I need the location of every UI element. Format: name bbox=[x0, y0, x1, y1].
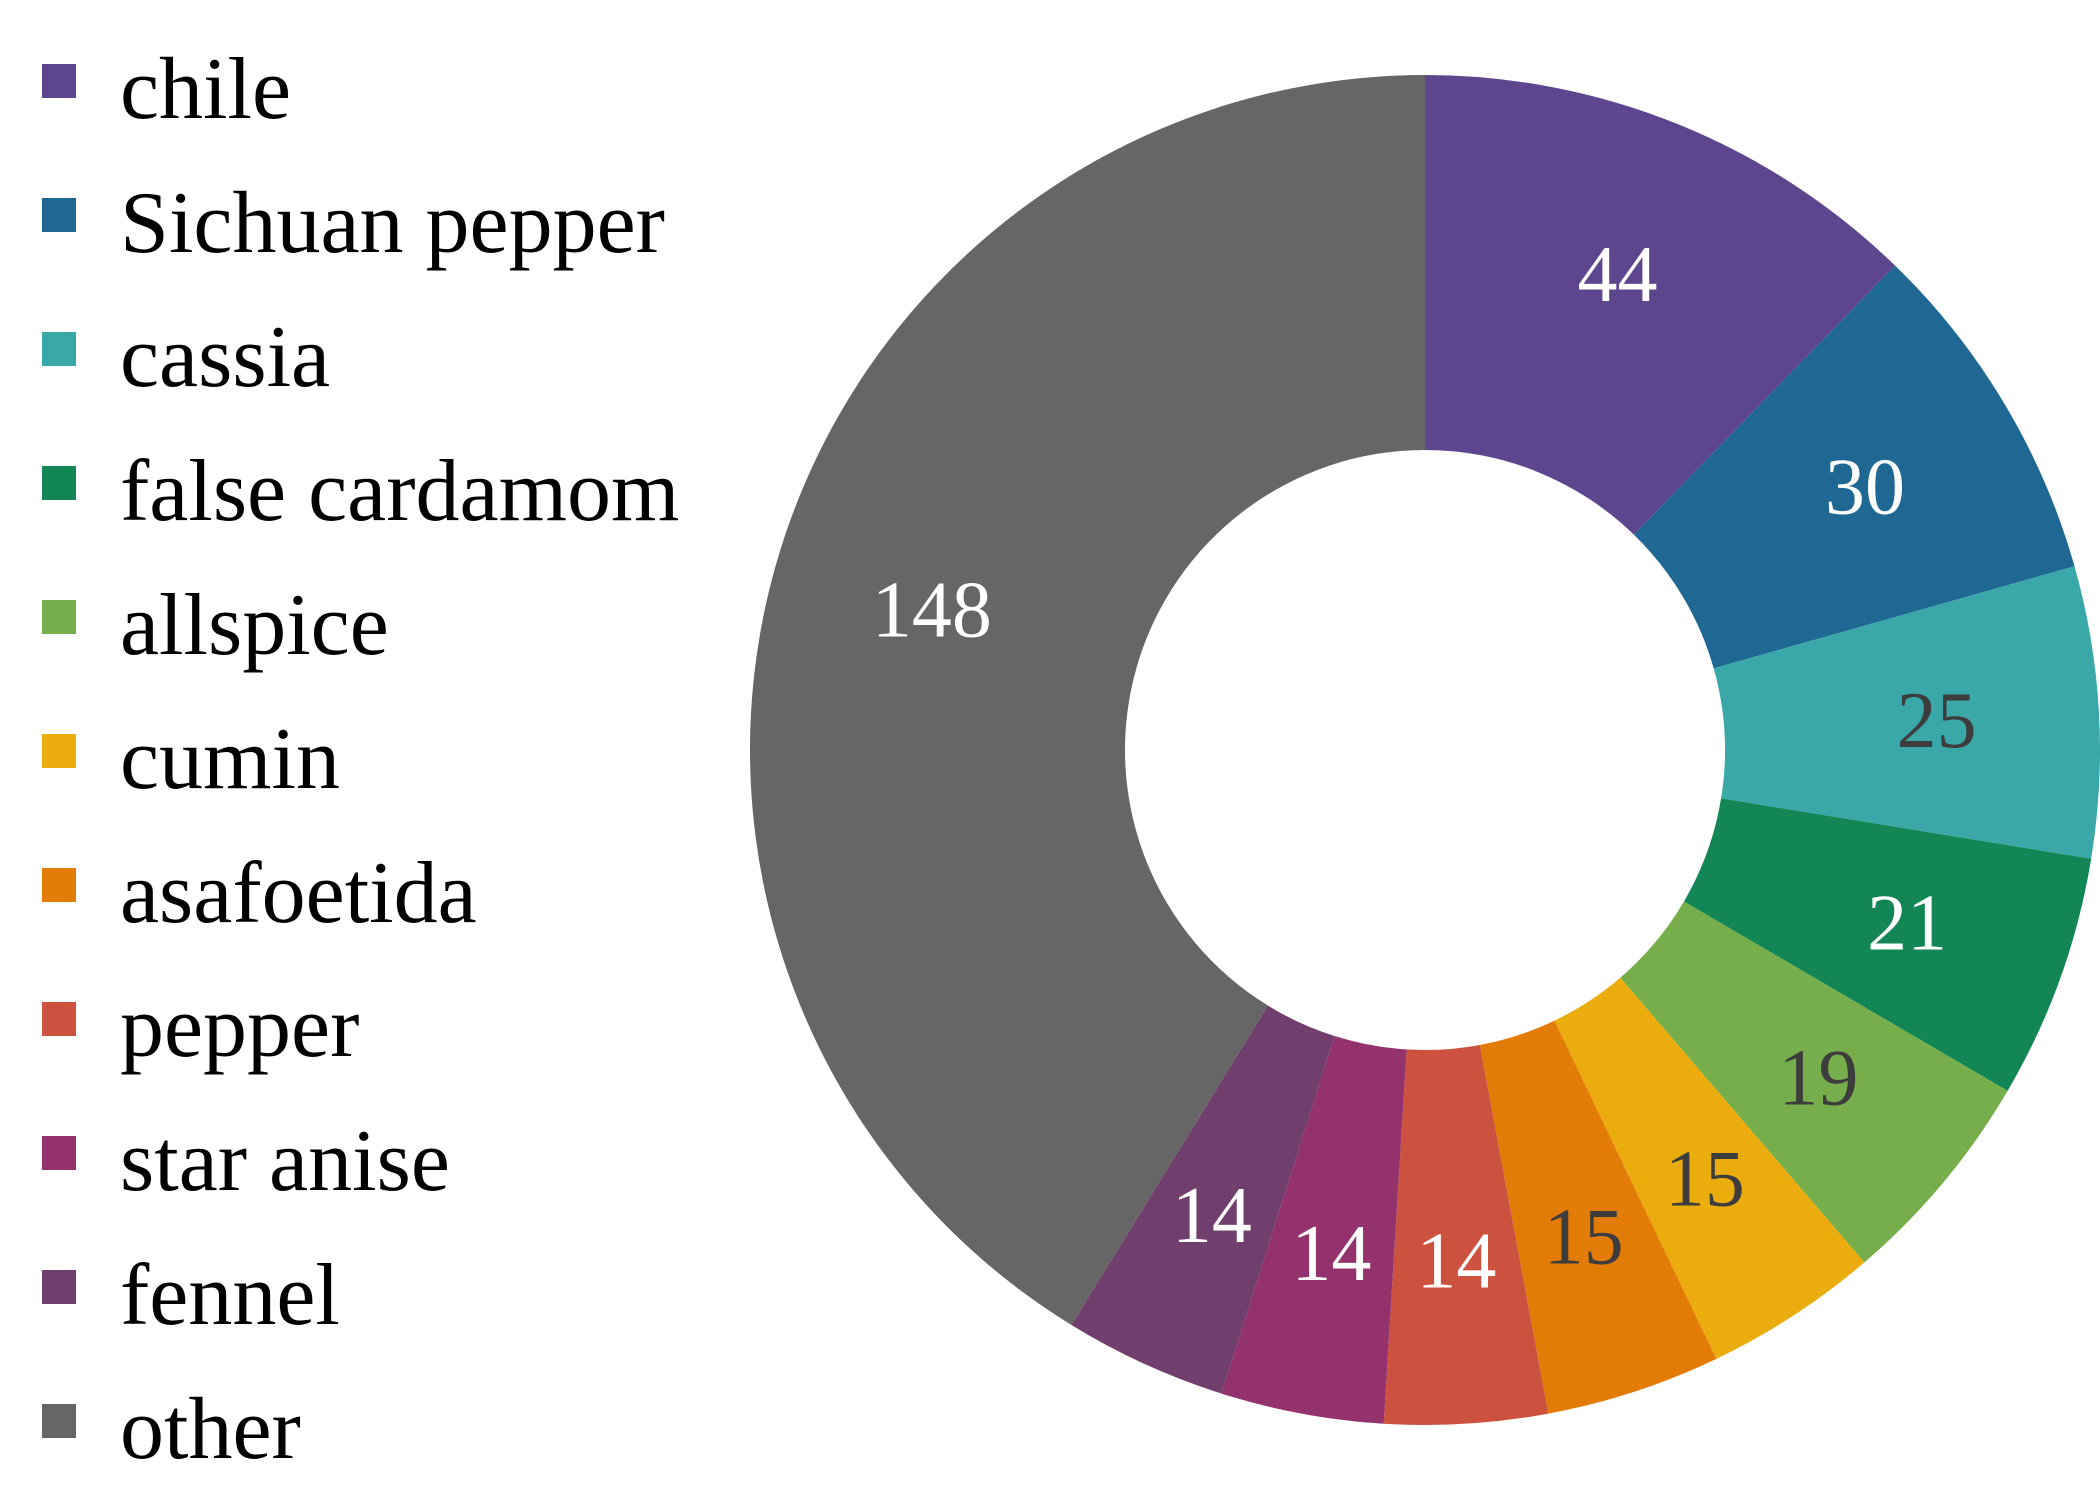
legend-swatch-other bbox=[42, 1404, 76, 1438]
slice-label-cumin: 15 bbox=[1665, 1135, 1745, 1223]
legend-label-asafoetida: asafoetida bbox=[120, 845, 477, 942]
slice-label-other: 148 bbox=[872, 567, 992, 655]
legend-swatch-false-cardamom bbox=[42, 466, 76, 500]
legend-label-sichuan-pepper: Sichuan pepper bbox=[120, 175, 665, 272]
legend-label-chile: chile bbox=[120, 41, 291, 138]
slice-pepper bbox=[1383, 1044, 1549, 1425]
slice-cassia bbox=[1713, 566, 2100, 859]
legend-label-fennel: fennel bbox=[120, 1247, 340, 1344]
slice-other bbox=[750, 75, 1425, 1325]
slice-label-allspice: 19 bbox=[1778, 1034, 1858, 1122]
slice-chile bbox=[1425, 75, 1895, 535]
slice-label-cassia: 25 bbox=[1897, 677, 1977, 765]
slice-label-asafoetida: 15 bbox=[1544, 1193, 1624, 1281]
slice-label-fennel: 14 bbox=[1172, 1172, 1252, 1260]
legend-swatch-cassia bbox=[42, 332, 76, 366]
legend-label-allspice: allspice bbox=[120, 577, 389, 674]
legend: chile Sichuan pepper cassia false cardamom a… bbox=[42, 41, 680, 1478]
slice-allspice bbox=[1620, 901, 2008, 1263]
legend-swatch-allspice bbox=[42, 600, 76, 634]
slice-cumin bbox=[1554, 977, 1865, 1359]
slice-asafoetida bbox=[1479, 1020, 1717, 1414]
legend-swatch-chile bbox=[42, 64, 76, 98]
legend-label-star-anise: star anise bbox=[120, 1113, 450, 1210]
donut-slices bbox=[750, 75, 2100, 1425]
legend-swatch-cumin bbox=[42, 734, 76, 768]
slice-label-chile: 44 bbox=[1577, 231, 1657, 319]
legend-label-false-cardamom: false cardamom bbox=[120, 443, 680, 540]
slice-label-pepper: 14 bbox=[1416, 1218, 1496, 1306]
legend-swatch-asafoetida bbox=[42, 868, 76, 902]
slice-label-star-anise: 14 bbox=[1291, 1210, 1371, 1298]
legend-swatch-fennel bbox=[42, 1270, 76, 1304]
legend-label-pepper: pepper bbox=[120, 979, 359, 1076]
slice-label-sichuan-pepper: 30 bbox=[1825, 443, 1905, 531]
legend-label-cassia: cassia bbox=[120, 309, 330, 406]
slice-sichuan-pepper bbox=[1633, 265, 2075, 669]
slice-false-cardamom bbox=[1683, 798, 2092, 1091]
slice-label-false-cardamom: 21 bbox=[1867, 880, 1947, 968]
legend-swatch-pepper bbox=[42, 1002, 76, 1036]
legend-label-other: other bbox=[120, 1381, 301, 1478]
legend-swatch-star-anise bbox=[42, 1136, 76, 1170]
slice-star-anise bbox=[1221, 1036, 1407, 1424]
slice-fennel bbox=[1071, 1005, 1335, 1394]
legend-label-cumin: cumin bbox=[120, 711, 340, 808]
legend-swatch-sichuan-pepper bbox=[42, 198, 76, 232]
